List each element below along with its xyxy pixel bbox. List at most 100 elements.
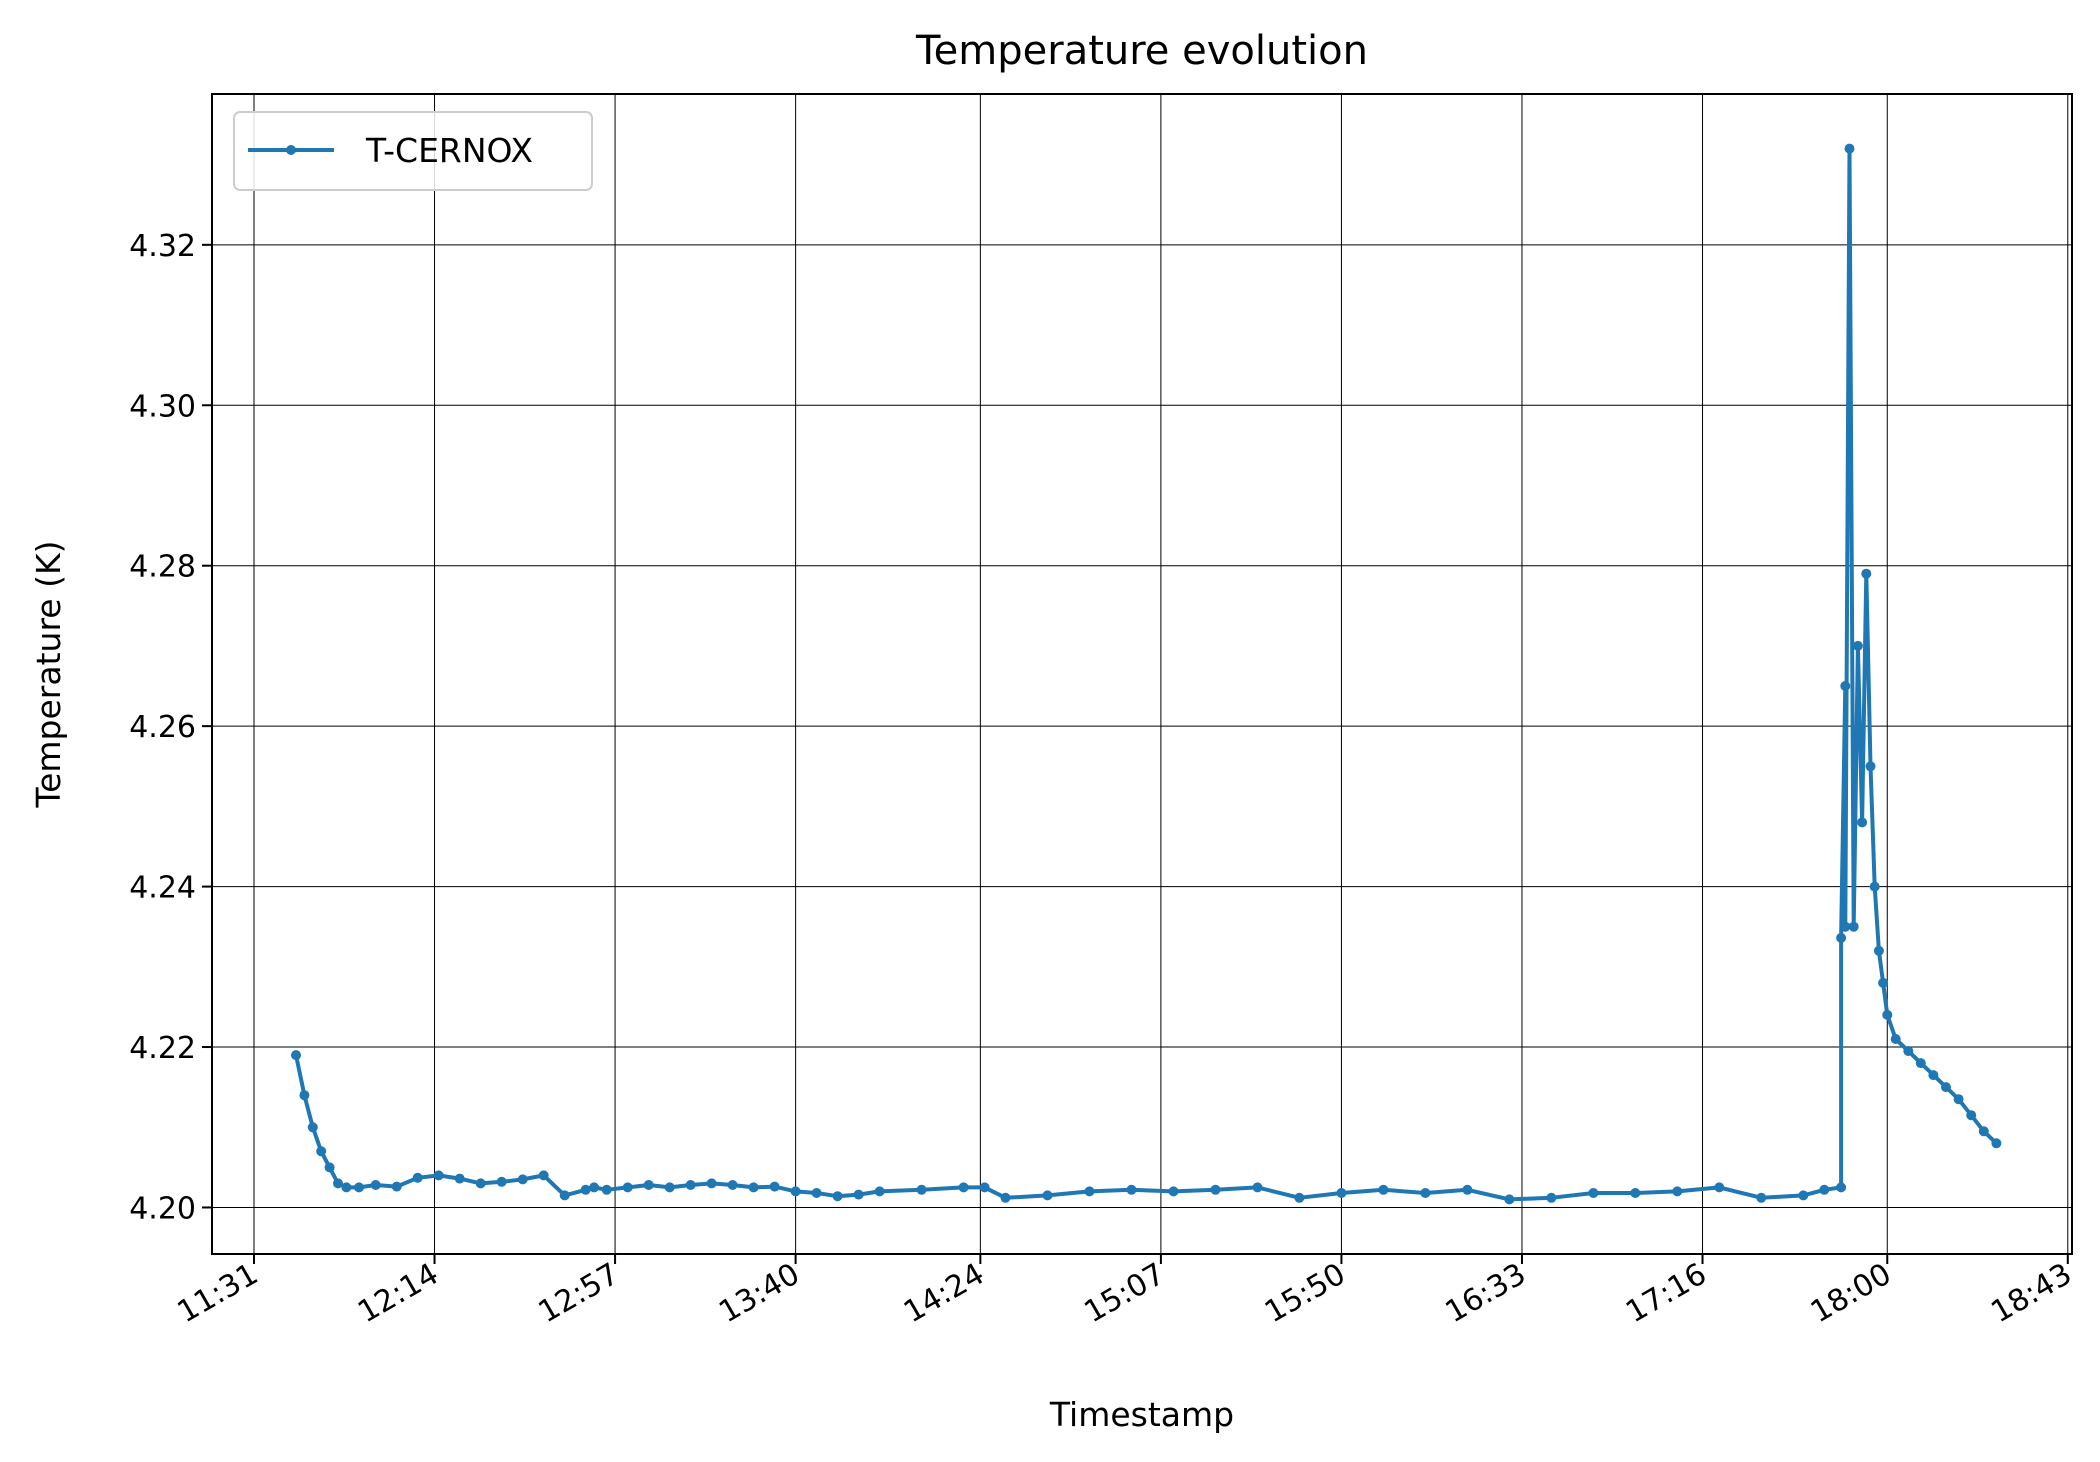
data-point — [1840, 681, 1851, 691]
data-point — [1852, 640, 1863, 651]
data-point — [496, 1176, 507, 1187]
data-point — [790, 1186, 801, 1197]
data-point — [1869, 881, 1880, 892]
data-point — [1420, 1188, 1431, 1198]
data-point — [1873, 945, 1884, 956]
y-tick-label: 4.24 — [129, 871, 196, 906]
data-point — [1840, 921, 1851, 932]
data-point — [1588, 1188, 1599, 1198]
y-tick-label: 4.26 — [129, 710, 196, 745]
data-point — [454, 1173, 465, 1184]
legend-label: T-CERNOX — [365, 131, 533, 170]
y-tick-label: 4.30 — [129, 389, 196, 424]
y-tick-label: 4.22 — [129, 1031, 196, 1066]
data-point — [1966, 1110, 1977, 1121]
data-point — [1903, 1046, 1914, 1056]
data-point — [1865, 761, 1876, 772]
legend-box — [233, 111, 593, 191]
data-point — [1126, 1184, 1137, 1195]
data-point — [1798, 1190, 1809, 1201]
data-point — [433, 1170, 444, 1181]
data-point — [538, 1170, 549, 1181]
data-point — [559, 1190, 570, 1201]
data-point — [664, 1182, 675, 1193]
data-point — [958, 1182, 969, 1193]
data-point — [1836, 1182, 1847, 1193]
data-point — [1756, 1192, 1767, 1203]
data-point — [1848, 921, 1859, 932]
data-point — [1294, 1192, 1305, 1203]
data-point — [316, 1146, 327, 1157]
data-point — [916, 1184, 927, 1195]
x-tick-label: 11:31 — [172, 1257, 264, 1331]
data-point — [324, 1162, 335, 1173]
y-axis-title: Temperature (K) — [29, 541, 68, 809]
data-point — [601, 1184, 612, 1195]
x-axis-title: Timestamp — [1049, 1395, 1234, 1434]
data-point — [832, 1191, 843, 1202]
data-point — [1714, 1182, 1725, 1193]
series-layer — [291, 143, 2002, 1205]
data-point — [748, 1182, 759, 1193]
data-point — [1042, 1190, 1053, 1201]
data-point — [1252, 1182, 1263, 1193]
data-point — [370, 1180, 381, 1190]
data-point — [1928, 1070, 1939, 1081]
y-tick-label: 4.28 — [129, 550, 196, 585]
data-point — [1000, 1192, 1011, 1203]
data-point — [1084, 1186, 1095, 1197]
x-tick-label: 15:07 — [1079, 1257, 1171, 1331]
data-point — [706, 1178, 717, 1189]
data-point — [1844, 143, 1855, 154]
data-point — [1878, 977, 1889, 988]
data-point — [1378, 1184, 1389, 1195]
data-point — [979, 1182, 990, 1193]
data-point — [589, 1182, 600, 1193]
x-tick-label: 18:00 — [1805, 1257, 1897, 1331]
y-axis: 4.20 4.22 4.24 4.26 4.28 4.30 4.32 — [129, 229, 212, 1226]
data-point — [874, 1186, 885, 1197]
data-point — [291, 1050, 301, 1061]
data-point — [1504, 1194, 1515, 1205]
x-tick-label: 12:57 — [533, 1257, 625, 1331]
data-point — [1861, 568, 1872, 579]
data-point — [1890, 1034, 1901, 1044]
legend-swatch-marker — [286, 145, 296, 155]
data-point — [354, 1182, 364, 1193]
data-point — [299, 1090, 310, 1101]
data-point — [475, 1178, 486, 1189]
x-tick-label: 18:43 — [1985, 1257, 2077, 1331]
x-tick-label: 13:40 — [713, 1257, 805, 1331]
data-point — [1991, 1138, 2002, 1149]
data-point — [643, 1180, 654, 1190]
data-point — [1941, 1082, 1951, 1093]
x-axis: 11:31 12:14 12:57 13:40 14:24 15:07 15:50 16:33… — [172, 1254, 2078, 1330]
y-tick-label: 4.32 — [129, 229, 196, 264]
data-point — [1630, 1188, 1641, 1198]
data-point — [1210, 1184, 1221, 1195]
data-point — [1836, 932, 1847, 943]
legend: T-CERNOX — [233, 111, 593, 191]
data-point — [1819, 1184, 1830, 1195]
data-point — [1915, 1058, 1926, 1069]
data-point — [1978, 1126, 1989, 1137]
data-point — [727, 1180, 738, 1190]
data-point — [1462, 1184, 1473, 1195]
data-point — [1857, 817, 1868, 828]
data-point — [622, 1182, 633, 1193]
x-tick-label: 15:50 — [1259, 1257, 1351, 1331]
data-point — [1546, 1192, 1557, 1203]
x-tick-label: 12:14 — [352, 1257, 444, 1331]
data-point — [685, 1180, 696, 1190]
data-point — [1672, 1186, 1683, 1197]
data-point — [853, 1189, 864, 1200]
data-point — [1882, 1009, 1893, 1020]
series-line-t-cernox — [294, 146, 1998, 1202]
data-point — [517, 1174, 528, 1185]
y-tick-label: 4.20 — [129, 1191, 196, 1226]
data-point — [580, 1184, 591, 1195]
data-point — [1953, 1094, 1964, 1105]
data-point — [769, 1181, 780, 1192]
x-tick-label: 16:33 — [1440, 1257, 1532, 1331]
